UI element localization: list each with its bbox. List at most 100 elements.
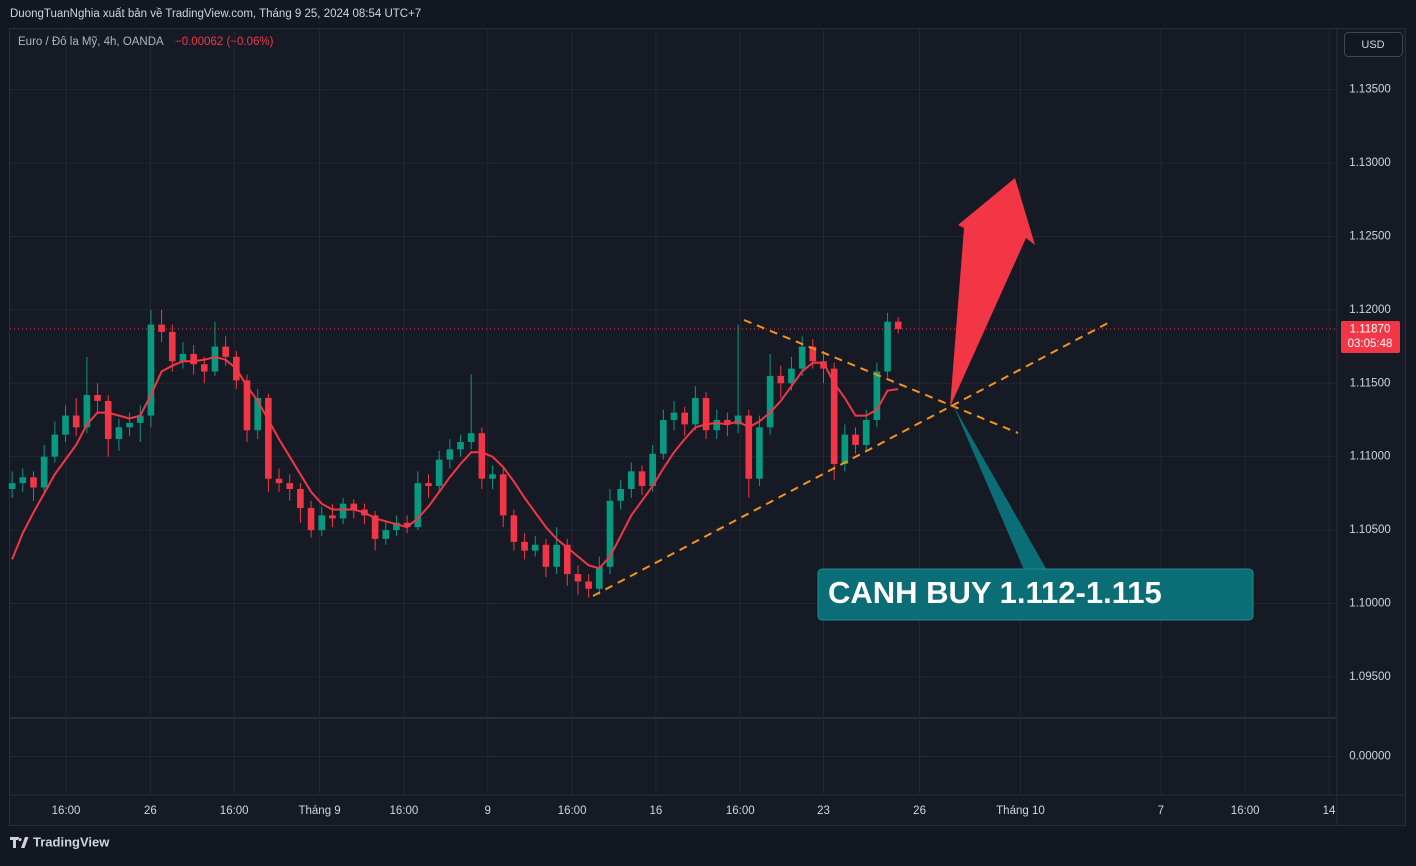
candle-body (521, 541, 528, 551)
last-price-box (1341, 320, 1400, 353)
candle-body (499, 474, 507, 516)
x-tick-label: 16 (649, 805, 662, 817)
candle-body (628, 471, 635, 489)
countdown: 03:05:48 (1348, 338, 1393, 350)
candle-body (649, 453, 656, 487)
candle-body (788, 368, 795, 384)
y-tick-label: 1.13000 (1349, 157, 1391, 169)
y-tick-label: 1.10500 (1349, 524, 1391, 536)
x-tick-label: 16:00 (52, 805, 81, 817)
candle-body (104, 400, 112, 440)
x-tick-label: 23 (817, 805, 830, 817)
candle-body (72, 415, 80, 428)
y-tick-label: 1.12000 (1349, 304, 1391, 316)
candle-body (809, 346, 817, 362)
candle-body (489, 474, 496, 479)
candle-body (158, 324, 165, 332)
x-tick-label: 7 (1158, 805, 1164, 817)
candle-body (574, 574, 582, 582)
candle-body (553, 544, 560, 567)
candle-body (692, 397, 699, 425)
candle-body (617, 488, 624, 501)
candle-body (403, 522, 411, 528)
candle-body (297, 488, 304, 509)
candle-body (595, 566, 603, 589)
candle-body (393, 522, 400, 531)
candle-body (8, 483, 16, 489)
logo-icon (10, 837, 29, 848)
candle-body (563, 544, 571, 575)
candle-body (168, 331, 176, 362)
candle-body (115, 427, 123, 440)
trend-line (743, 319, 1019, 434)
candle-body (894, 321, 902, 329)
x-tick-label: 14 (1323, 805, 1336, 817)
candle-body (435, 459, 443, 487)
grid (10, 28, 1337, 795)
candle-body (51, 434, 59, 457)
y-tick-label: 1.12500 (1349, 230, 1391, 242)
candle-body (531, 544, 539, 551)
callout-text: CANH BUY 1.112-1.115 (828, 575, 1162, 610)
candle-body (286, 483, 294, 489)
candle-body (884, 321, 891, 372)
publisher: DuongTuanNghia xuất bản về TradingView.c… (10, 8, 421, 20)
candle-body (457, 442, 464, 450)
last-price-label: 1.11870 (1350, 323, 1391, 335)
candle-body (190, 353, 197, 365)
candle-body (467, 433, 475, 442)
candle-body (670, 412, 678, 420)
candle-body (425, 483, 432, 487)
x-tick-label: Tháng 9 (298, 805, 340, 817)
candle-body (660, 419, 667, 454)
candle-body (745, 415, 753, 479)
candle-body (62, 415, 69, 435)
candle-body (179, 353, 187, 362)
candle-body (713, 419, 721, 431)
y-tick-label: 0.00000 (1349, 751, 1391, 763)
y-tick-label: 1.13500 (1349, 84, 1391, 96)
candle-body (724, 419, 731, 425)
candle-body (841, 434, 849, 465)
y-tick-label: 1.11500 (1350, 377, 1391, 389)
currency-button[interactable] (1344, 32, 1403, 57)
candle-body (254, 397, 261, 431)
candle-body (542, 544, 550, 567)
arrow-up (950, 178, 1035, 407)
candle-body (414, 483, 422, 528)
candle-body (820, 361, 827, 369)
candle-body (307, 508, 315, 531)
candle-body (318, 515, 326, 531)
candle-body (147, 324, 155, 416)
candle-body (510, 515, 518, 542)
candle-body (585, 581, 592, 589)
candle-body (339, 503, 347, 519)
candle-body (136, 415, 144, 423)
candle-body (40, 456, 48, 488)
candle-body (734, 415, 742, 425)
candle-body (766, 375, 774, 428)
x-tick-label: 26 (913, 805, 926, 817)
candle-body (852, 434, 859, 445)
candle-body (350, 503, 358, 510)
candle-body (243, 380, 251, 431)
candle-body (329, 515, 336, 519)
callout-box (817, 568, 1254, 621)
moving-average (11, 355, 899, 570)
candle-body (200, 364, 208, 372)
candle-body (126, 422, 133, 428)
x-tick-label: 16:00 (1231, 805, 1260, 817)
x-tick-label: 26 (144, 805, 157, 817)
brand: TradingView (33, 834, 110, 849)
marks (8, 309, 1337, 598)
candle-body (606, 500, 614, 567)
candle-body (798, 346, 806, 369)
x-tick-label: 16:00 (220, 805, 249, 817)
y-tick-label: 1.09500 (1349, 671, 1391, 683)
currency-label[interactable]: USD (1361, 39, 1384, 51)
candle-body (275, 478, 283, 484)
candle-body (211, 346, 219, 372)
x-tick-label: 16:00 (726, 805, 755, 817)
